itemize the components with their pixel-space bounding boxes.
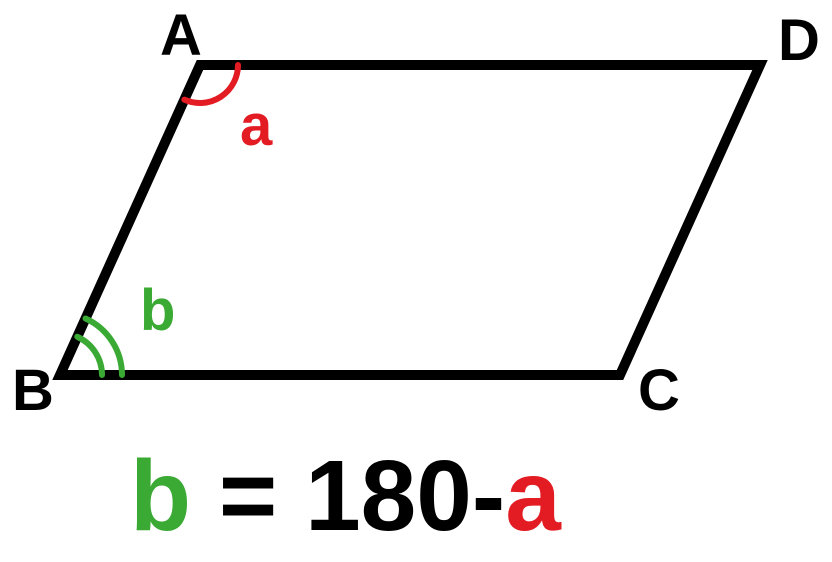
vertex-label-d: D (778, 8, 820, 73)
angle-b-arc (77, 337, 102, 375)
vertex-label-b: B (12, 358, 54, 423)
angle-b-label: b (140, 278, 175, 343)
vertex-label-a: A (160, 3, 202, 68)
angle-a-label: a (240, 93, 273, 158)
vertex-label-c: C (638, 358, 680, 423)
equation: b = 180-a (130, 440, 562, 552)
